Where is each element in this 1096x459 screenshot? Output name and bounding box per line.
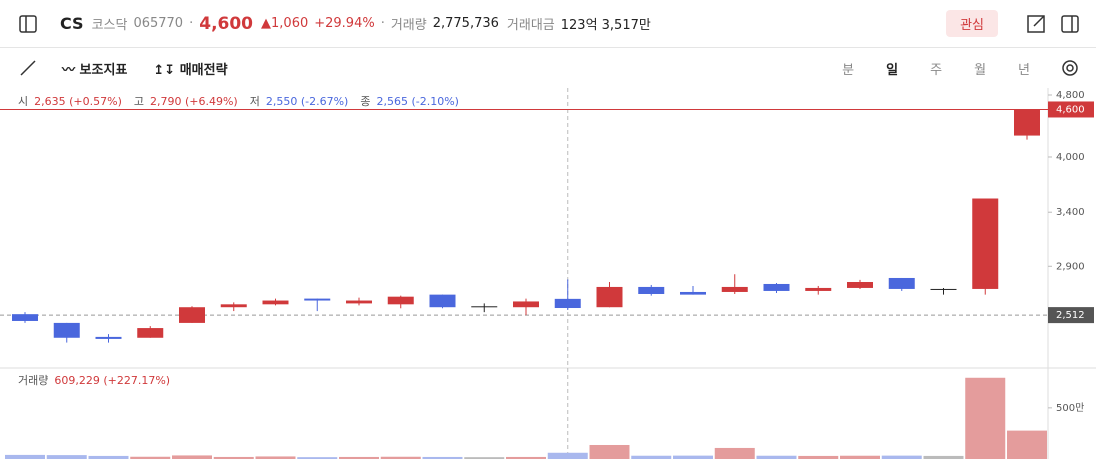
- candle-body: [930, 288, 957, 290]
- volume-bar: [172, 455, 212, 459]
- market: 코스닥: [91, 18, 128, 33]
- crosshair-label: 2,512: [1056, 310, 1085, 321]
- volume-bar: [756, 455, 797, 459]
- candle-body: [888, 277, 915, 289]
- volume-bar: [130, 456, 171, 459]
- y-tick-label: 3,400: [1056, 207, 1085, 218]
- volume-bar: [380, 456, 421, 459]
- candle-body: [179, 307, 205, 323]
- amount: 123억 3,517만: [560, 18, 651, 33]
- draw-icon[interactable]: [18, 58, 38, 78]
- panel-icon[interactable]: [1060, 14, 1080, 34]
- volume-bar: [464, 457, 505, 459]
- period-tab[interactable]: 주: [930, 62, 943, 78]
- ohlc-info: 고: [134, 95, 144, 108]
- candle-body: [53, 322, 80, 338]
- candle-body: [596, 286, 623, 308]
- volume-bar: [255, 456, 296, 459]
- ohlc-info: 종: [360, 95, 370, 108]
- price: 4,600: [199, 13, 254, 34]
- volume-bar: [840, 455, 880, 459]
- candle-body: [805, 287, 832, 291]
- y-tick-label: 2,900: [1056, 261, 1085, 272]
- volume-bar: [88, 455, 129, 459]
- candle-body: [387, 296, 414, 305]
- y-tick-label: 4,800: [1056, 90, 1085, 101]
- period-tab[interactable]: 일: [886, 62, 899, 78]
- ohlc-info: 저: [250, 95, 260, 108]
- code: 065770: [133, 16, 184, 31]
- volume-bar: [673, 455, 713, 459]
- candle-body: [346, 300, 372, 304]
- candle-body: [1014, 109, 1040, 136]
- volume-label: 거래량: [390, 18, 427, 33]
- volume-bar: [881, 455, 922, 459]
- candle-body: [638, 286, 665, 294]
- edit-icon[interactable]: [1026, 14, 1046, 34]
- candle-body: [847, 281, 873, 288]
- favorite-button[interactable]: 관심: [946, 10, 998, 37]
- strategy-label: 매매전략: [179, 62, 228, 78]
- volume-bar: [965, 377, 1006, 459]
- volume-title: 거래량: [18, 374, 48, 387]
- volume-bar: [297, 457, 338, 459]
- header: CS 코스닥 065770 · 4,600 ▲ 1,060 +29.94% · 거래량…: [0, 0, 1096, 48]
- candle-body: [12, 314, 38, 321]
- candle-body: [429, 294, 456, 308]
- volume-bar: [506, 456, 546, 459]
- settings-icon[interactable]: [1060, 58, 1080, 78]
- change-pct: +29.94%: [314, 16, 375, 31]
- candle-body: [471, 306, 498, 308]
- volume-bar: [1007, 430, 1047, 459]
- volume-bar: [714, 447, 755, 459]
- ohlc-info: 2,550 (-2.67%): [266, 95, 348, 108]
- crosshair-tag: [1048, 307, 1094, 324]
- indicators-label: 보조지표: [79, 62, 128, 78]
- candle-body: [262, 300, 289, 305]
- volume-bar: [46, 455, 87, 459]
- toolbar: 〰 보조지표 ↥↧ 매매전략 분 일 주 월 년: [0, 48, 1096, 88]
- symbol: CS: [60, 14, 84, 33]
- candle-body: [763, 283, 790, 291]
- period-tab[interactable]: 분: [842, 62, 855, 78]
- indicators-button[interactable]: 〰 보조지표: [62, 62, 128, 78]
- period-tab[interactable]: 년: [1018, 62, 1030, 78]
- last-price-label: 4,600: [1056, 104, 1085, 115]
- ohlc-info: 2,565 (-2.10%): [376, 95, 458, 108]
- amount-label: 거래대금: [506, 18, 555, 33]
- period-tab[interactable]: 월: [974, 62, 987, 78]
- volume-bar: [631, 455, 672, 459]
- volume-bar: [422, 456, 463, 459]
- last-price-tag: [1048, 101, 1094, 118]
- volume-bar: [213, 456, 254, 459]
- sidebar-icon[interactable]: [18, 14, 38, 34]
- candle-body: [513, 301, 539, 308]
- candle-body: [680, 291, 706, 295]
- candle-body: [972, 198, 999, 289]
- volume: 2,775,736: [432, 16, 499, 31]
- volume-bar: [5, 454, 45, 459]
- change: 1,060: [271, 16, 309, 31]
- volume-bar: [547, 452, 588, 459]
- volume-bar: [339, 456, 379, 459]
- strategy-button[interactable]: ↥↧ 매매전략: [153, 62, 228, 78]
- volume-bar: [798, 455, 839, 459]
- volume-info: 609,229 (+227.17%): [54, 374, 170, 387]
- volume-bar: [589, 444, 630, 459]
- ohlc-info: 2,635 (+0.57%): [34, 95, 122, 108]
- candle-body: [721, 286, 748, 292]
- candle-body: [220, 304, 247, 308]
- v-tick-label: 500만: [1056, 402, 1084, 414]
- y-tick-label: 4,000: [1056, 152, 1085, 163]
- candle-body: [95, 336, 122, 339]
- candle-body: [304, 298, 331, 301]
- chart: 2,900 3,400 4,000 4,800 500만 2,512 4,600 시 2,635…: [0, 88, 1096, 459]
- candle-body: [137, 328, 164, 338]
- volume-bar: [923, 455, 964, 459]
- ohlc-info: 시: [18, 95, 28, 108]
- ohlc-info: 2,790 (+6.49%): [150, 95, 238, 108]
- candle-body: [554, 298, 581, 309]
